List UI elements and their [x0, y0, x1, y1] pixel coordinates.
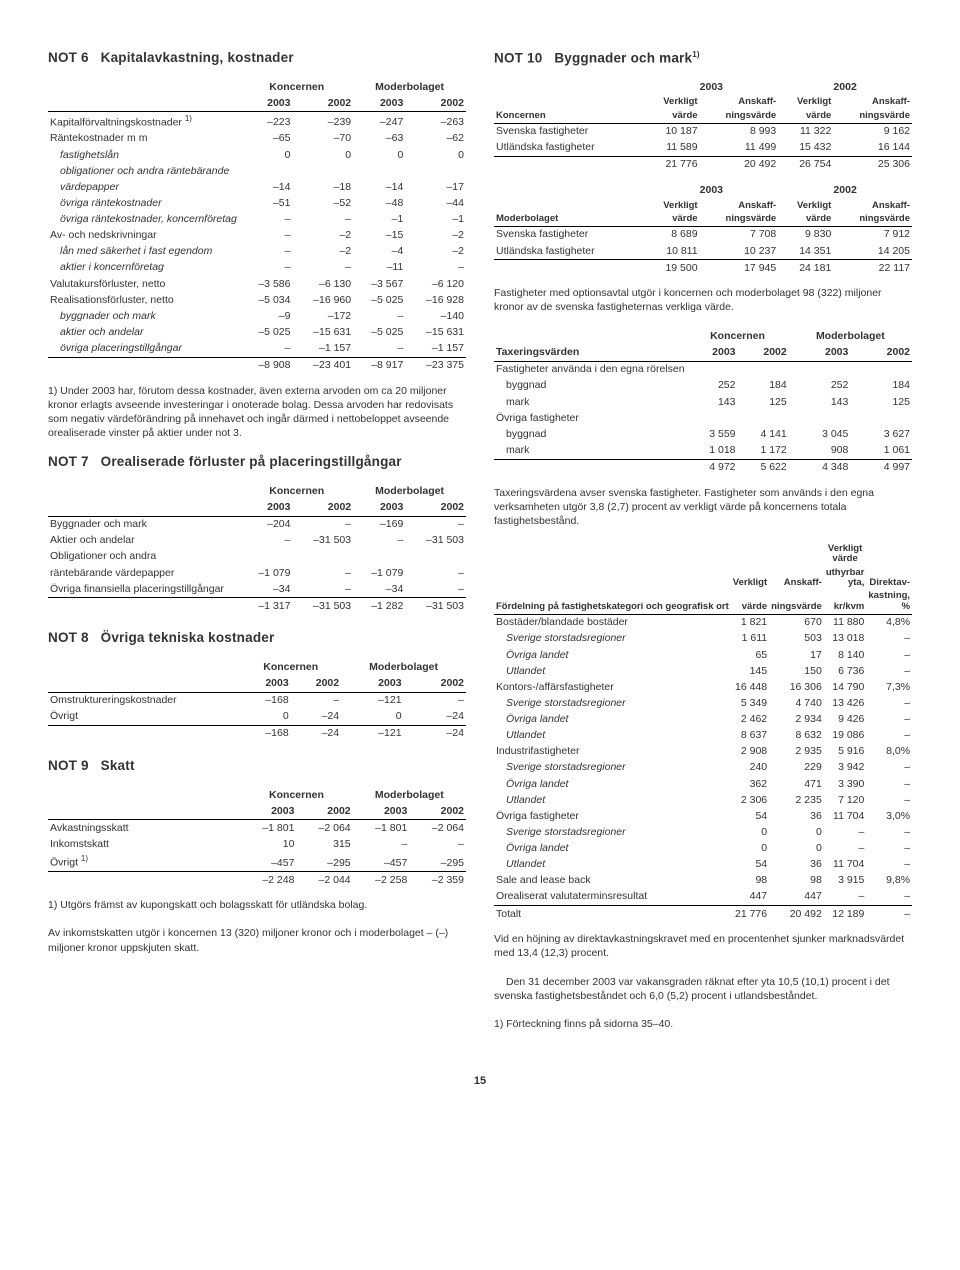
not6-heading: NOT 6 Kapitalavkastning, kostnader [48, 50, 466, 65]
not9-total: –2 248 –2 044 –2 258 –2 359 [48, 872, 466, 889]
table-row: Övriga landet65178 140– [494, 647, 912, 663]
left-column: NOT 6 Kapitalavkastning, kostnader Konce… [48, 50, 466, 1045]
not10-para4: Den 31 december 2003 var vakansgraden rä… [494, 975, 912, 1003]
not8-heading: NOT 8 Övriga tekniska kostnader [48, 630, 466, 645]
tax-section1: Fastigheter använda i den egna rörelsen [494, 361, 912, 378]
table-row: Byggnader och mark–204––169– [48, 516, 466, 533]
table-row: Sverige storstadsregioner5 3494 74013 42… [494, 695, 912, 711]
table-row: övriga räntekostnader, koncernföretag–––… [48, 212, 466, 228]
table-row: övriga placeringstillgångar––1 157––1 15… [48, 341, 466, 358]
table-row: Utlandet2 3062 2357 120– [494, 792, 912, 808]
table-row: Omstruktureringskostnader–168––121– [48, 692, 466, 709]
table-row: Svenska fastigheter10 1878 99311 3229 16… [494, 123, 912, 140]
table-row: Övriga landet3624713 390– [494, 776, 912, 792]
not10-koncernen-table: 2003 2002 Verkligt Anskaff- Verkligt Ans… [494, 80, 912, 173]
tax-total: 4 972 5 622 4 348 4 997 [494, 459, 912, 476]
dist-total: Totalt 21 776 20 492 12 189 – [494, 906, 912, 923]
table-row: Svenska fastigheter8 6897 7089 8307 912 [494, 226, 912, 243]
table-row: Avkastningsskatt–1 801–2 064–1 801–2 064 [48, 820, 466, 837]
table-row: Utlandet543611 704– [494, 857, 912, 873]
table-row: Sverige storstadsregioner1 61150313 018– [494, 631, 912, 647]
not10-tax-table: Koncernen Moderbolaget Taxeringsvärden 2… [494, 329, 912, 476]
table-row: Övriga finansiella placeringstillgångar–… [48, 581, 466, 598]
table-row: Övrigt0–240–24 [48, 709, 466, 726]
table-row: Sverige storstadsregioner00–– [494, 824, 912, 840]
not10-heading: NOT 10 Byggnader och mark1) [494, 50, 912, 66]
hdr-koncernen: Koncernen [240, 79, 353, 95]
not6-footnote: 1) Under 2003 har, förutom dessa kostnad… [48, 384, 466, 441]
table-row: Övriga fastigheter543611 7043,0% [494, 808, 912, 824]
not10-moder-total: 19 500 17 945 24 181 22 117 [494, 260, 912, 277]
table-row: mark143125143125 [494, 394, 912, 410]
not9-foot1: 1) Utgörs främst av kupongskatt och bola… [48, 898, 466, 912]
table-row: Valutakursförluster, netto–3 586–6 130–3… [48, 276, 466, 292]
not8-table: Koncernen Moderbolaget 2003 2002 2003 20… [48, 659, 466, 742]
table-row: Inkomstskatt10315–– [48, 836, 466, 852]
table-row: byggnader och mark–9–172––140 [48, 308, 466, 324]
not9-table: Koncernen Moderbolaget 2003 2002 2003 20… [48, 787, 466, 888]
table-row: aktier i koncernföretag–––11– [48, 260, 466, 276]
hdr-moderbolaget: Moderbolaget [353, 79, 466, 95]
not6-total: –8 908 –23 401 –8 917 –23 375 [48, 357, 466, 374]
not10-para1: Fastigheter med optionsavtal utgör i kon… [494, 286, 912, 314]
right-column: NOT 10 Byggnader och mark1) 2003 2002 Ve… [494, 50, 912, 1045]
table-row: lån med säkerhet i fast egendom––2–4–2 [48, 244, 466, 260]
not10-konc-total: 21 776 20 492 26 754 25 306 [494, 156, 912, 173]
not7-table: Koncernen Moderbolaget 2003 2002 2003 20… [48, 483, 466, 614]
not6-title: Kapitalavkastning, kostnader [101, 50, 294, 65]
not7-total: –1 317 –31 503 –1 282 –31 503 [48, 598, 466, 615]
table-row: Aktier och andelar––31 503––31 503 [48, 533, 466, 549]
not10-moder-table: 2003 2002 Verkligt Anskaff- Verkligt Ans… [494, 183, 912, 276]
table-row: Sverige storstadsregioner2402293 942– [494, 760, 912, 776]
table-row: Övriga landet2 4622 9349 426– [494, 712, 912, 728]
table-row: värdepapper–14–18–14–17 [48, 179, 466, 195]
not10-para2: Taxeringsvärdena avser svenska fastighet… [494, 486, 912, 529]
not9-foot2: Av inkomstskatten utgör i koncernen 13 (… [48, 926, 466, 954]
table-row: räntebärande värdepapper–1 079––1 079– [48, 565, 466, 581]
table-row: Övriga landet00–– [494, 841, 912, 857]
not6-table: Koncernen Moderbolaget 2003 2002 2003 20… [48, 79, 466, 374]
table-row: obligationer och andra räntebärande [48, 163, 466, 179]
table-row: Räntekostnader m m–65–70–63–62 [48, 131, 466, 147]
table-row: Sale and lease back98983 9159,8% [494, 873, 912, 889]
not6-tag: NOT 6 [48, 50, 89, 65]
table-row: Industrifastigheter2 9082 9355 9168,0% [494, 744, 912, 760]
not10-para3: Vid en höjning av direktavkastningskrave… [494, 932, 912, 960]
table-row: fastighetslån0000 [48, 147, 466, 163]
table-row: Bostäder/blandade bostäder1 82167011 880… [494, 614, 912, 631]
table-row: byggnad3 5594 1413 0453 627 [494, 426, 912, 442]
table-row: aktier och andelar–5 025–15 631–5 025–15… [48, 324, 466, 340]
table-row: Orealiserat valutaterminsresultat447447–… [494, 889, 912, 906]
not8-total: –168 –24 –121 –24 [48, 725, 466, 742]
not10-foot: 1) Förteckning finns på sidorna 35–40. [494, 1017, 912, 1031]
table-row: Utlandet8 6378 63219 086– [494, 728, 912, 744]
table-row: Kontors-/affärsfastigheter16 44816 30614… [494, 679, 912, 695]
page-columns: NOT 6 Kapitalavkastning, kostnader Konce… [48, 50, 912, 1045]
table-row: Obligationer och andra [48, 549, 466, 565]
table-row: Utländska fastigheter10 81110 23714 3511… [494, 243, 912, 260]
table-row: Kapitalförvaltningskostnader 1)–223–239–… [48, 112, 466, 131]
tax-section2: Övriga fastigheter [494, 410, 912, 426]
not9-heading: NOT 9 Skatt [48, 758, 466, 773]
not10-dist-table: Verkligt värde Verkligt Anskaff- uthyrba… [494, 542, 912, 922]
table-row: byggnad252184252184 [494, 378, 912, 394]
table-row: övriga räntekostnader–51–52–48–44 [48, 195, 466, 211]
table-row: mark1 0181 1729081 061 [494, 442, 912, 459]
table-row: Realisationsförluster, netto–5 034–16 96… [48, 292, 466, 308]
table-row: Övrigt 1)–457–295–457–295 [48, 853, 466, 872]
page-number: 15 [48, 1075, 912, 1087]
table-row: Utländska fastigheter11 58911 49915 4321… [494, 140, 912, 157]
not7-heading: NOT 7 Orealiserade förluster på placerin… [48, 454, 466, 469]
table-row: Utlandet1451506 736– [494, 663, 912, 679]
table-row: Av- och nedskrivningar––2–15–2 [48, 228, 466, 244]
